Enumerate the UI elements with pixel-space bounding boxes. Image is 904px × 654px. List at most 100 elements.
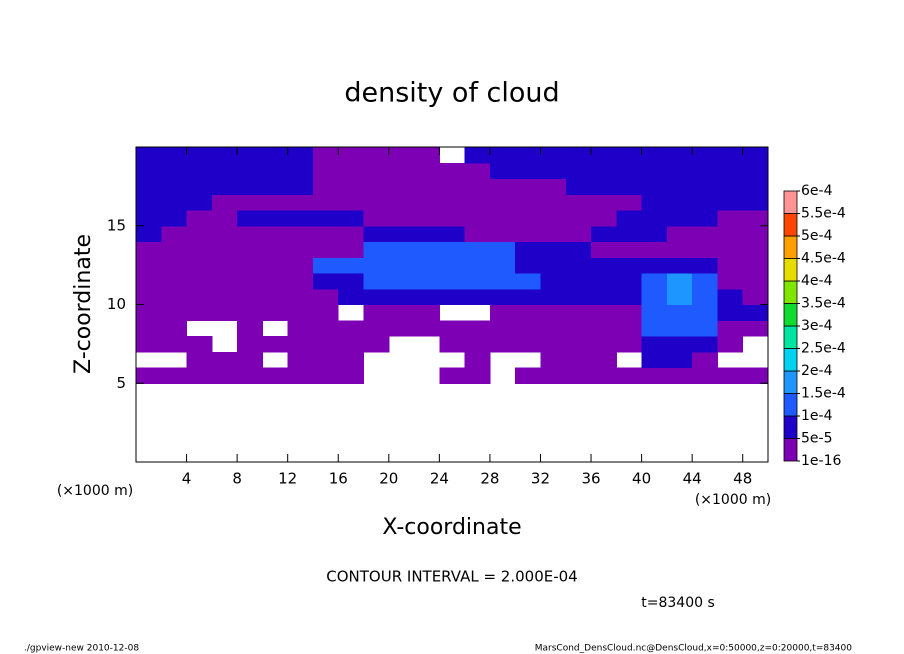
- field-cell: [515, 336, 541, 353]
- x-tick-label: 32: [531, 470, 550, 488]
- field-cell: [666, 241, 693, 258]
- field-cell: [414, 210, 440, 227]
- field-cell: [565, 273, 592, 290]
- x-tick-label: 24: [430, 470, 449, 488]
- field-cell: [692, 367, 718, 384]
- field-cell: [363, 178, 390, 195]
- field-cell: [515, 241, 541, 258]
- colorbar-label: 5.5e-4: [801, 206, 846, 222]
- field-cell: [186, 257, 213, 274]
- chart-title: density of cloud: [344, 78, 559, 109]
- field-cell: [565, 162, 592, 179]
- field-cell: [641, 320, 668, 337]
- field-cell: [641, 178, 668, 195]
- field-cell: [237, 304, 263, 321]
- field-cell: [211, 178, 238, 195]
- field-cell: [161, 162, 188, 179]
- field-cell: [666, 178, 693, 195]
- field-cell: [742, 178, 769, 195]
- field-cell: [565, 147, 592, 164]
- field-cell: [211, 367, 238, 384]
- field-cell: [489, 147, 516, 164]
- field-cell: [641, 147, 668, 164]
- field-cell: [287, 320, 314, 337]
- field-cell: [161, 288, 188, 305]
- field-cell: [616, 225, 643, 242]
- field-cell: [312, 288, 339, 305]
- field-cell: [641, 210, 668, 227]
- field-cell: [363, 147, 390, 164]
- field-cell: [363, 241, 390, 258]
- field-cell: [136, 320, 162, 337]
- field-cell: [338, 257, 365, 274]
- field-cell: [186, 351, 213, 368]
- field-cell: [414, 288, 440, 305]
- field-cell: [515, 178, 541, 195]
- field-cell: [136, 336, 162, 353]
- field-cell: [616, 320, 643, 337]
- field-cell: [591, 288, 617, 305]
- field-cell: [540, 210, 567, 227]
- field-cell: [591, 336, 617, 353]
- footer-right: MarsCond_DensCloud.nc@DensCloud,x=0:5000…: [535, 644, 852, 654]
- time-label: t=83400 s: [641, 595, 715, 611]
- field-cell: [464, 257, 491, 274]
- field-cell: [237, 210, 263, 227]
- field-cell: [692, 336, 718, 353]
- field-cell: [211, 351, 238, 368]
- field-cell: [237, 178, 263, 195]
- field-cell: [439, 241, 466, 258]
- field-cell: [591, 304, 617, 321]
- field-cell: [666, 336, 693, 353]
- field-cell: [414, 304, 440, 321]
- field-cell: [211, 194, 238, 211]
- field-cell: [666, 194, 693, 211]
- field-cell: [136, 225, 162, 242]
- field-cell: [287, 257, 314, 274]
- field-cell: [717, 273, 744, 290]
- field-cell: [136, 241, 162, 258]
- field-cell: [388, 241, 415, 258]
- field-cell: [464, 288, 491, 305]
- field-cell: [338, 225, 365, 242]
- field-cell: [338, 273, 365, 290]
- field-cell: [616, 304, 643, 321]
- x-tick-label: 12: [278, 470, 297, 488]
- field-cell: [641, 367, 668, 384]
- x-tick-label: 20: [379, 470, 398, 488]
- x-tick-label: 44: [683, 470, 702, 488]
- field-cell: [439, 194, 466, 211]
- contour-interval: CONTOUR INTERVAL = 2.000E-04: [326, 568, 577, 586]
- field-cell: [312, 273, 339, 290]
- field-cell: [237, 225, 263, 242]
- field-cell: [692, 273, 718, 290]
- field-cell: [312, 320, 339, 337]
- field-cell: [237, 147, 263, 164]
- field-cell: [464, 320, 491, 337]
- field-cell: [717, 288, 744, 305]
- field-cell: [641, 241, 668, 258]
- field-cell: [186, 273, 213, 290]
- field-cell: [742, 147, 769, 164]
- field-cell: [439, 257, 466, 274]
- field-cell: [414, 162, 440, 179]
- field-cell: [692, 288, 718, 305]
- x-tick-label: 4: [182, 470, 192, 488]
- field-cell: [211, 288, 238, 305]
- field-cell: [338, 178, 365, 195]
- colorbar-box: [783, 415, 798, 439]
- field-cell: [692, 162, 718, 179]
- field-cell: [439, 320, 466, 337]
- colorbar-label: 1e-16: [801, 453, 841, 469]
- field-cell: [287, 304, 314, 321]
- field-cell: [616, 178, 643, 195]
- field-cell: [262, 288, 289, 305]
- field-cell: [186, 367, 213, 384]
- field-cell: [439, 162, 466, 179]
- field-cell: [666, 225, 693, 242]
- x-unit: (×1000 m): [695, 492, 771, 508]
- y-axis-label: Z-coordinate: [71, 234, 96, 374]
- y-tick-label: 5: [116, 374, 126, 392]
- field-cell: [312, 147, 339, 164]
- field-cell: [161, 273, 188, 290]
